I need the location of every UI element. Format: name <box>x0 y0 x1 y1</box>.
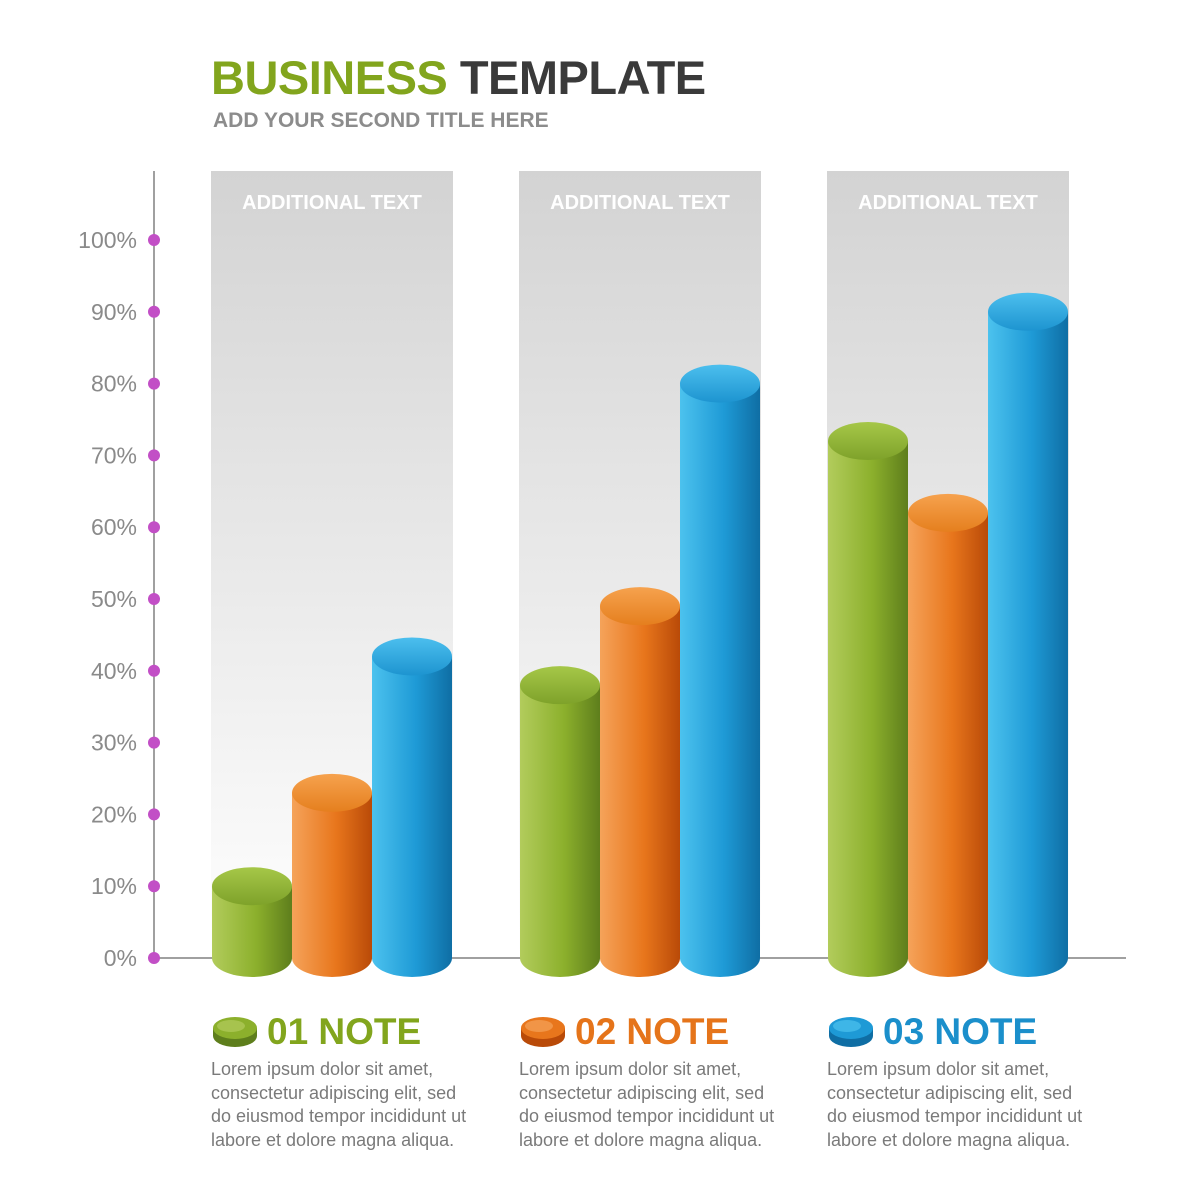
category-label: ADDITIONAL TEXT <box>242 192 422 214</box>
y-tick-label: 30% <box>91 730 137 756</box>
note-2-text: Lorem ipsum dolor sit amet, consectetur … <box>519 1059 775 1150</box>
note-1-label: 01 NOTE <box>267 1011 422 1052</box>
y-tick-dot <box>148 664 160 677</box>
bar-1-1 <box>212 867 292 977</box>
note-3-label: 03 NOTE <box>883 1011 1038 1052</box>
bar-3-3 <box>988 292 1068 977</box>
y-tick-label: 90% <box>91 299 137 325</box>
y-tick-dot <box>148 377 160 390</box>
y-tick-dot <box>148 449 160 462</box>
y-tick-label: 0% <box>104 945 137 971</box>
y-tick-dot <box>148 808 160 821</box>
note-3-text: Lorem ipsum dolor sit amet, consectetur … <box>827 1059 1083 1150</box>
bar-chart: ADDITIONAL TEXT ADDITIONAL TEXT ADDITIONAL… <box>78 171 1126 978</box>
page-subtitle: ADD YOUR SECOND TITLE HERE <box>213 109 549 132</box>
y-tick-label: 70% <box>91 442 137 468</box>
bar-3-2 <box>680 364 760 978</box>
y-tick-label: 60% <box>91 514 137 540</box>
y-tick-dot <box>148 736 160 749</box>
note-2-label: 02 NOTE <box>575 1011 730 1052</box>
title-word-business: BUSINESS <box>211 51 448 104</box>
y-tick-label: 10% <box>91 873 137 899</box>
bar-1-2 <box>520 666 600 977</box>
y-tick-dot <box>148 305 160 318</box>
y-tick-dot <box>148 952 160 964</box>
note-1-text: Lorem ipsum dolor sit amet, consectetur … <box>211 1059 467 1150</box>
y-tick-label: 40% <box>91 658 137 684</box>
y-tick-dot <box>148 234 160 246</box>
y-tick-dot <box>148 593 160 605</box>
note-3-disc-icon <box>829 1017 873 1047</box>
y-tick-label: 50% <box>91 586 137 612</box>
bar-2-1 <box>292 773 372 977</box>
y-tick-dot <box>148 880 160 893</box>
y-tick-label: 80% <box>91 371 137 397</box>
y-tick-label: 100% <box>78 227 137 253</box>
y-tick-dot <box>148 521 160 534</box>
note-2-disc-icon <box>521 1017 565 1047</box>
note-1-disc-icon <box>213 1017 257 1047</box>
page-title: BUSINESS TEMPLATE <box>211 54 706 101</box>
category-label: ADDITIONAL TEXT <box>858 192 1038 214</box>
y-tick-label: 20% <box>91 801 137 827</box>
bar-1-3 <box>828 422 908 977</box>
bar-3-1 <box>372 637 452 977</box>
bar-2-2 <box>600 587 680 977</box>
title-word-template: TEMPLATE <box>459 51 706 104</box>
bar-2-3 <box>908 493 988 977</box>
category-label: ADDITIONAL TEXT <box>550 192 730 214</box>
